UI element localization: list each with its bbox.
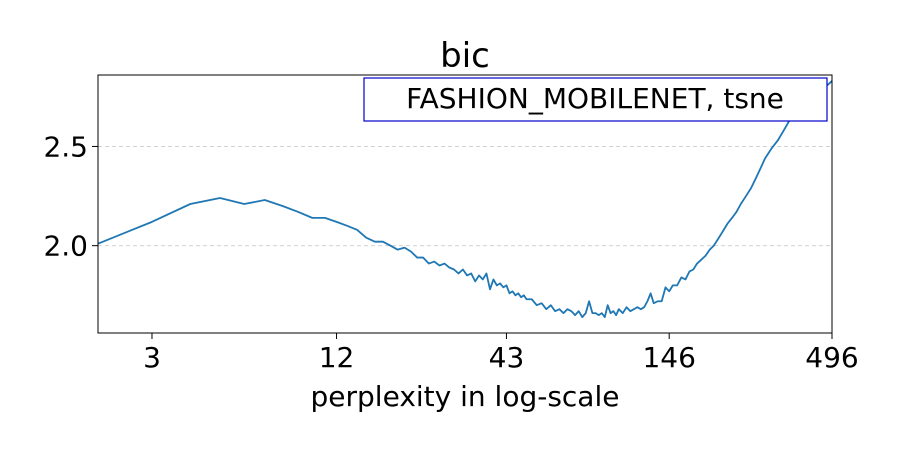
- chart-title: bic: [440, 36, 490, 76]
- x-tick-label: 496: [805, 341, 858, 374]
- x-tick-label: 12: [319, 341, 355, 374]
- plot-frame: [97, 74, 833, 334]
- y-tick-label: 2.0: [43, 230, 88, 263]
- x-tick-label: 43: [489, 341, 525, 374]
- y-axis: 2.0 2.5: [43, 130, 98, 263]
- x-axis-label: perplexity in log-scale: [311, 380, 620, 413]
- plot-area: [97, 80, 833, 319]
- annotation-label: FASHION_MOBILENET, tsne: [406, 82, 784, 115]
- y-grid: [98, 146, 832, 247]
- x-tick-label: 146: [642, 341, 695, 374]
- series-line: [97, 80, 833, 319]
- annotation-border: [363, 77, 828, 122]
- y-tick-label: 2.5: [43, 130, 88, 163]
- annotation-box: FASHION_MOBILENET, tsne: [363, 77, 828, 122]
- x-tick-label: 3: [143, 341, 161, 374]
- x-axis: 3 12 43 146 496: [143, 333, 859, 374]
